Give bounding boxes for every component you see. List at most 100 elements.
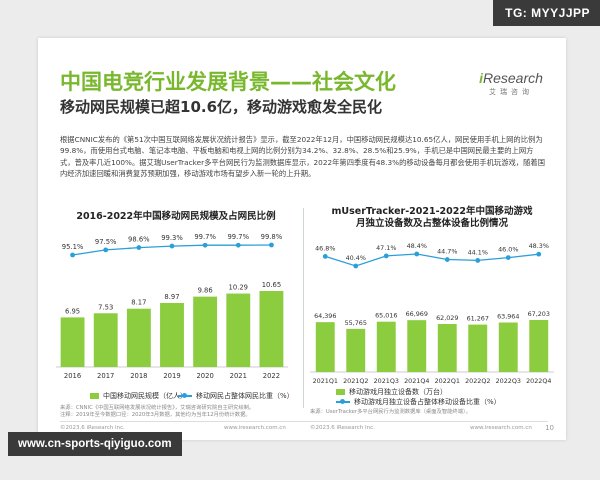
bar-2021 (226, 293, 251, 367)
bar-value-label: 6.95 (65, 307, 80, 315)
x-tick-label: 2021 (230, 372, 247, 380)
bar-value-label: 63,964 (497, 313, 519, 321)
x-tick-label: 2021Q1 (313, 377, 338, 385)
x-tick-label: 2021Q4 (404, 377, 429, 385)
bar-value-label: 62,029 (436, 314, 458, 322)
line-point (103, 247, 109, 253)
bar-value-label: 65,016 (375, 312, 397, 320)
chart1-mobile-netizens: 6.95 2016 7.53 2017 8.17 2018 8.97 2019 9.86 2020… (56, 233, 288, 380)
bar-value-label: 64,396 (314, 312, 336, 320)
line-point (169, 243, 175, 249)
legend-label: 移动游戏月独立设备数（万台） (349, 388, 447, 396)
line-value-label: 48.4% (407, 242, 427, 250)
bar-value-label: 8.97 (164, 293, 179, 301)
x-tick-label: 2021Q2 (343, 377, 368, 385)
x-tick-label: 2022Q1 (435, 377, 460, 385)
line-value-label: 48.3% (529, 242, 549, 250)
bar-2019 (160, 302, 184, 367)
line-value-label: 98.6% (128, 236, 150, 244)
line-value-label: 44.7% (437, 248, 457, 256)
x-tick-label: 2017 (97, 372, 114, 380)
chart1-annotation-note: 注释：2019年至今数据口径：2020年3月数据，其他均为当年12月份统计数据。 (60, 412, 251, 418)
line-value-label: 46.0% (498, 246, 518, 254)
page-title: 中国电竞行业发展背景——社会文化 (60, 70, 396, 94)
watermark-top: TG: MYYJJPP (493, 0, 600, 26)
legend-swatch-bar (90, 393, 99, 399)
line-value-label: 99.7% (194, 233, 216, 241)
report-slide: 中国电竞行业发展背景——社会文化 移动网民规模已超10.6亿，移动游戏愈发全民化… (38, 38, 566, 440)
bar-value-label: 10.65 (262, 281, 281, 289)
legend-swatch-line (178, 393, 192, 398)
chart2-title-line2: 月独立设备数及占整体设备比例情况 (355, 218, 508, 229)
line-point (353, 263, 359, 269)
chart1-title: 2016-2022年中国移动网民规模及占网民比例 (76, 211, 276, 222)
legend-label: 中国移动网民规模（亿人） (103, 392, 187, 400)
bar-value-label: 10.29 (229, 284, 248, 292)
bar-2022Q3 (498, 322, 518, 372)
x-tick-label: 2021Q3 (374, 377, 399, 385)
x-tick-label: 2022Q3 (496, 377, 521, 385)
bar-value-label: 67,203 (528, 310, 550, 318)
footer-url-right: www.iresearch.com.cn (470, 425, 532, 431)
x-tick-label: 2022Q4 (526, 377, 551, 385)
logo-subtitle: 艾瑞咨询 (489, 88, 533, 96)
footer-copyright-left: ©2023.6 iResearch Inc. (60, 425, 125, 431)
iresearch-logo: iResearch 艾瑞咨询 (476, 70, 546, 97)
line-value-label: 99.7% (227, 233, 249, 241)
line-value-label: 44.1% (468, 248, 488, 256)
bar-value-label: 7.53 (98, 303, 113, 311)
line-value-label: 95.1% (62, 243, 84, 251)
chart1-source-note: 来源：CNNIC《中国互联网络发展状况统计报告》，艾瑞咨询研究院自主研究绘制。 (60, 405, 255, 411)
line-value-label: 99.8% (261, 233, 283, 241)
line-point (70, 252, 75, 258)
page-number: 10 (545, 424, 554, 432)
line-point (202, 242, 208, 248)
x-tick-label: 2019 (163, 372, 180, 380)
legend-swatch-bar (336, 389, 345, 395)
x-tick-label: 2022Q2 (465, 377, 490, 385)
page-subtitle: 移动网民规模已超10.6亿，移动游戏愈发全民化 (60, 98, 383, 116)
chart2-legend-line: 移动游戏月独立设备占整体移动设备比重（%） (336, 397, 501, 407)
chart1-legend-bar: 中国移动网民规模（亿人） (90, 391, 187, 401)
line-point (322, 254, 328, 259)
logo-wordmark: iResearch (479, 70, 543, 86)
footer-divider (60, 421, 548, 422)
bar-2022Q1 (437, 324, 457, 372)
line-value-label: 97.5% (95, 238, 117, 246)
bar-2022 (259, 291, 284, 367)
line-point (414, 251, 420, 257)
bar-2021Q3 (376, 321, 396, 372)
line-point (136, 245, 142, 250)
line-point (235, 242, 241, 248)
bar-value-label: 55,765 (345, 319, 367, 327)
chart2-legend-bar: 移动游戏月独立设备数（万台） (336, 387, 447, 397)
bar-value-label: 9.86 (198, 287, 213, 295)
footer-url-left: www.iresearch.com.cn (224, 425, 286, 431)
chart2-source-note: 来源：UserTracker多平台网民行为监测数据库（桌面及智能终端）。 (310, 409, 471, 415)
line-value-label: 99.3% (161, 234, 183, 242)
x-tick-label: 2018 (130, 372, 147, 380)
bar-2017 (93, 313, 118, 367)
bar-2018 (126, 308, 151, 367)
line-point (475, 258, 481, 263)
footer-copyright-right: ©2023.6 iResearch Inc. (310, 425, 375, 431)
bar-2021Q1 (315, 322, 335, 372)
bar-2020 (193, 296, 218, 367)
bar-value-label: 66,969 (406, 310, 428, 318)
line-value-label: 46.8% (315, 244, 335, 252)
series-line (325, 253, 539, 267)
chart2-mobile-game-devices: 64,396 2021Q1 55,765 2021Q2 65,016 2021Q3 66,9… (310, 242, 554, 385)
chart1-legend-line: 移动网民占整体网民比重（%） (178, 391, 294, 401)
line-point (444, 257, 450, 262)
bar-2016 (60, 317, 85, 367)
x-tick-label: 2022 (263, 372, 280, 380)
line-value-label: 40.4% (346, 254, 366, 262)
bar-2022Q4 (529, 320, 549, 372)
watermark-bottom: www.cn-sports-qiyiguo.com (8, 432, 182, 456)
bar-value-label: 61,267 (467, 315, 489, 323)
legend-label: 移动游戏月独立设备占整体移动设备比重（%） (354, 398, 501, 406)
chart2-title-line1: mUserTracker-2021-2022年中国移动游戏 (331, 206, 533, 217)
line-point (383, 253, 389, 259)
x-tick-label: 2020 (196, 372, 213, 380)
bar-2021Q4 (407, 320, 427, 372)
